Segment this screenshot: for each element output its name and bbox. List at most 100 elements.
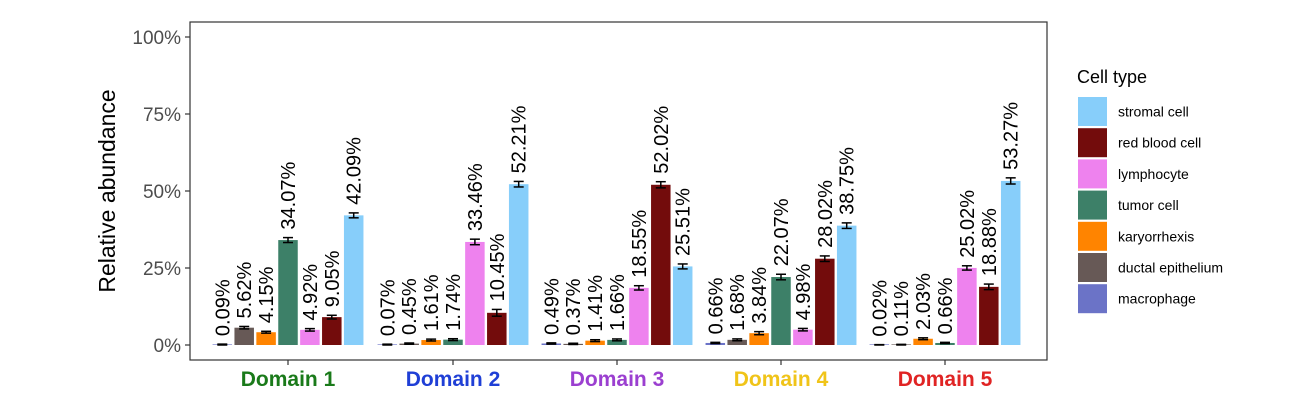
legend-swatch <box>1078 190 1107 220</box>
plot-panel <box>189 21 1048 361</box>
bar <box>234 327 254 345</box>
error-bar <box>819 255 830 263</box>
data-label: 38.75% <box>837 147 859 215</box>
legend-label: red blood cell <box>1118 135 1201 151</box>
legend-item: macrophage <box>1078 284 1196 314</box>
bar <box>487 312 507 345</box>
error-bar <box>841 222 852 230</box>
error-bar <box>546 342 557 345</box>
bar <box>443 339 463 345</box>
bar <box>749 333 769 345</box>
x-axis: Domain 1 Domain 2 Domain 3 Domain 4 Domain 5 <box>241 360 993 391</box>
data-label: 22.07% <box>771 198 793 266</box>
data-label: 4.15% <box>256 266 278 323</box>
legend-swatch <box>1078 284 1107 314</box>
legend-label: lymphocyte <box>1118 166 1189 182</box>
legend-swatch <box>1078 97 1107 126</box>
error-bar <box>710 341 721 345</box>
error-bar <box>304 327 315 332</box>
error-bar <box>940 341 950 345</box>
data-label: 18.55% <box>629 210 651 278</box>
error-bar <box>239 325 250 330</box>
x-tick-label: Domain 4 <box>734 368 829 391</box>
error-bar <box>261 330 272 334</box>
error-bar <box>448 337 458 342</box>
data-label: 0.49% <box>541 278 563 335</box>
y-axis: 0% 25% 50% 75% 100% <box>132 28 190 357</box>
data-label: 0.09% <box>212 279 234 336</box>
data-label: 2.03% <box>913 273 935 330</box>
error-bar <box>776 273 786 281</box>
legend-item: lymphocyte <box>1078 159 1189 189</box>
error-bar <box>568 342 579 346</box>
data-label: 5.62% <box>234 262 256 319</box>
data-label: 0.37% <box>563 278 585 335</box>
error-bar <box>469 238 480 246</box>
error-bar <box>382 343 393 346</box>
error-bar <box>612 338 622 342</box>
bar-group: 0.02% 0.11% 2.03% 0.66%25.02% 18.88% 53.27% <box>869 102 1023 346</box>
bar <box>607 339 627 345</box>
bar-group: 0.66% 1.68% 3.84%22.07%4.98%28.02% 38.75% <box>705 147 859 345</box>
bar <box>300 329 320 345</box>
data-label: 0.07% <box>377 279 399 336</box>
bar <box>793 329 813 345</box>
data-label: 42.09% <box>344 137 366 205</box>
data-label: 1.74% <box>443 274 465 331</box>
legend-label: ductal epithelium <box>1118 260 1223 276</box>
bar <box>836 225 857 345</box>
bar <box>256 332 276 345</box>
legend-swatch <box>1078 253 1107 282</box>
error-bar <box>633 284 644 291</box>
data-label: 0.66% <box>705 277 727 334</box>
error-bar <box>513 180 524 188</box>
bar <box>1000 180 1021 345</box>
bar-group: 0.49% 0.37% 1.41% 1.66%18.55% 52.02%25.51% <box>541 106 695 346</box>
data-label: 0.02% <box>869 280 891 337</box>
error-bar <box>283 236 293 244</box>
x-tick-label: Domain 3 <box>570 368 665 391</box>
y-axis-label: Relative abundance <box>94 89 120 292</box>
bar <box>771 277 791 345</box>
y-tick-label: 100% <box>132 28 181 49</box>
data-label: 25.51% <box>673 188 695 256</box>
legend-label: stromal cell <box>1118 104 1189 120</box>
data-label: 28.02% <box>815 180 837 248</box>
data-label: 1.41% <box>585 275 607 332</box>
legend-item: stromal cell <box>1078 97 1189 126</box>
legend: Cell type stromal cell red blood cell lymp… <box>1077 67 1223 314</box>
data-label: 33.46% <box>465 163 487 231</box>
bars-layer: 0.09% 5.62% 4.15%34.07%4.92% 9.05%42.09%0.0… <box>212 102 1023 346</box>
legend-swatch <box>1078 221 1107 251</box>
legend-item: karyorrhexis <box>1078 221 1194 251</box>
data-label: 0.11% <box>891 281 913 336</box>
error-bar <box>348 212 359 219</box>
bar <box>957 267 977 345</box>
error-bar <box>732 338 743 342</box>
data-label: 1.61% <box>421 274 443 331</box>
data-label: 52.21% <box>509 105 531 173</box>
data-label: 10.45% <box>487 233 509 301</box>
error-bar <box>326 314 337 320</box>
bar <box>421 340 441 345</box>
bar <box>322 317 342 345</box>
legend-swatch <box>1078 159 1107 189</box>
legend-label: macrophage <box>1118 291 1196 307</box>
y-tick-label: 75% <box>143 105 181 126</box>
legend-item: red blood cell <box>1078 128 1201 158</box>
bar-group: 0.09% 5.62% 4.15% 34.07% 4.92% 9.05% 42.09% <box>212 137 366 346</box>
data-label: 9.05% <box>322 250 344 307</box>
error-bar <box>983 283 994 291</box>
bar <box>672 266 693 345</box>
x-tick-label: Domain 1 <box>241 368 336 391</box>
error-bar <box>1005 177 1016 185</box>
data-label: 4.92% <box>300 264 322 321</box>
error-bar <box>491 308 502 317</box>
error-bar <box>655 180 666 189</box>
error-bar <box>754 330 765 336</box>
bar <box>651 184 671 345</box>
bar <box>629 287 649 345</box>
data-label: 1.66% <box>607 274 629 331</box>
data-label: 4.98% <box>793 264 815 321</box>
